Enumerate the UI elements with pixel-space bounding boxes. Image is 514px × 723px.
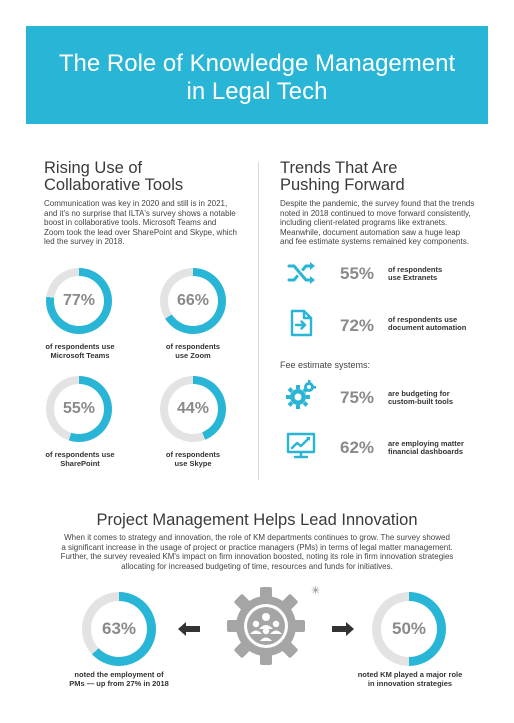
dashboards-text: are employing matter financial dashboard… [388, 440, 464, 456]
column-divider [258, 162, 259, 480]
collaborative-tools-heading: Rising Use of Collaborative Tools [44, 160, 183, 194]
label-line: use Zoom [175, 351, 211, 360]
label-line: noted the employment of [74, 670, 164, 679]
km-innovation-ring: 50% [372, 592, 446, 666]
arrow-left-icon [178, 622, 200, 636]
label-line: use Skype [174, 459, 212, 468]
zoom-label: of respondents use Zoom [143, 342, 243, 360]
text-line: of respondents use [388, 315, 458, 324]
zoom-ring: 66% [160, 268, 226, 334]
trends-heading: Trends That Are Pushing Forward [280, 160, 405, 194]
dashboards-percent: 62% [340, 438, 375, 457]
zoom-percent: 66% [168, 276, 218, 326]
paragraph-line: led the survey in 2018. [44, 237, 125, 246]
text-line: custom-built tools [388, 397, 453, 406]
text-line: financial dashboards [388, 447, 464, 456]
paragraph-line: noted in 2018 continued to move forward … [280, 208, 471, 218]
heading-line: Trends That Are [280, 159, 398, 177]
skype-label: of respondents use Skype [143, 450, 243, 468]
sharepoint-percent: 55% [54, 384, 104, 434]
pm-employment-ring: 63% [82, 592, 156, 666]
extranets-percent: 55% [340, 264, 375, 283]
paragraph-line: When it comes to strategy and innovation… [64, 533, 450, 542]
pm-employment-percent: 63% [91, 601, 147, 657]
shuffle-icon [287, 262, 315, 284]
heading-line: Collaborative Tools [44, 176, 184, 194]
text-line: are employing matter [388, 439, 464, 448]
sharepoint-label: of respondents use SharePoint [30, 450, 130, 468]
text-line: of respondents [388, 265, 443, 274]
text-line: are budgeting for [388, 389, 450, 398]
dashboard-monitor-icon [286, 432, 316, 459]
extranets-text: of respondents use Extranets [388, 266, 442, 282]
title-banner: The Role of Knowledge Management in Lega… [26, 26, 488, 124]
label-line: in innovation strategies [367, 679, 453, 688]
skype-ring: 44% [160, 376, 226, 442]
paragraph-line: and it's no surprise that ILTA's survey … [44, 208, 236, 218]
paragraph-line: a significant increase in the usage of p… [61, 542, 453, 552]
document-arrow-icon [290, 309, 313, 337]
gears-icon [286, 380, 316, 409]
heading-line: Rising Use of [44, 159, 143, 177]
label-line: of respondents [165, 342, 221, 351]
custom-tools-percent: 75% [340, 388, 375, 407]
automation-text: of respondents use document automation [388, 316, 466, 332]
pm-employment-label: noted the employment of PMs — up from 27… [54, 670, 184, 688]
title-line-2: in Legal Tech [186, 78, 328, 105]
text-line: document automation [388, 323, 467, 332]
km-innovation-percent: 50% [381, 601, 437, 657]
fee-estimate-label: Fee estimate systems: [280, 360, 371, 370]
skype-percent: 44% [168, 384, 218, 434]
automation-percent: 72% [340, 316, 375, 335]
text-line: use Extranets [388, 273, 438, 282]
paragraph-line: boost in collaborative tools. Microsoft … [44, 218, 217, 227]
paragraph-line: allocating for increased budgeting of ti… [121, 561, 393, 571]
paragraph-line: Despite the pandemic, the survey found t… [280, 199, 475, 208]
teams-ring: 77% [46, 268, 112, 334]
gear-people-icon [227, 587, 305, 665]
paragraph-line: Communication was key in 2020 and still … [44, 199, 228, 208]
label-line: SharePoint [60, 459, 100, 468]
label-line: Microsoft Teams [50, 351, 110, 360]
paragraph-line: including client-related programs like e… [280, 218, 448, 227]
collaborative-tools-paragraph: Communication was key in 2020 and still … [44, 199, 254, 247]
trends-paragraph: Despite the pandemic, the survey found t… [280, 199, 495, 247]
teams-label: of respondents use Microsoft Teams [30, 342, 130, 360]
km-innovation-label: noted KM played a major role in innovati… [340, 670, 480, 688]
project-management-heading: Project Management Helps Lead Innovation [96, 511, 418, 529]
label-line: of respondents [165, 450, 221, 459]
custom-tools-text: are budgeting for custom-built tools [388, 390, 453, 406]
paragraph-line: Meanwhile, document automation saw a hug… [280, 227, 461, 237]
label-line: PMs — up from 27% in 2018 [69, 679, 169, 688]
title-line-1: The Role of Knowledge Management [58, 50, 456, 77]
sharepoint-ring: 55% [46, 376, 112, 442]
paragraph-line: and fee estimate systems remained key co… [280, 237, 469, 246]
label-line: of respondents use [45, 450, 115, 459]
teams-percent: 77% [54, 276, 104, 326]
label-line: of respondents use [45, 342, 115, 351]
sparkle-icon: ✳ [311, 585, 321, 597]
page-title: The Role of Knowledge Management in Lega… [26, 50, 488, 106]
paragraph-line: Further, the survey revealed KM's impact… [60, 552, 454, 561]
heading-line: Pushing Forward [280, 176, 405, 194]
project-management-paragraph: When it comes to strategy and innovation… [52, 533, 462, 571]
arrow-right-icon [332, 622, 354, 636]
label-line: noted KM played a major role [357, 670, 463, 679]
paragraph-line: Zoom took the lead over SharePoint and S… [44, 227, 237, 237]
